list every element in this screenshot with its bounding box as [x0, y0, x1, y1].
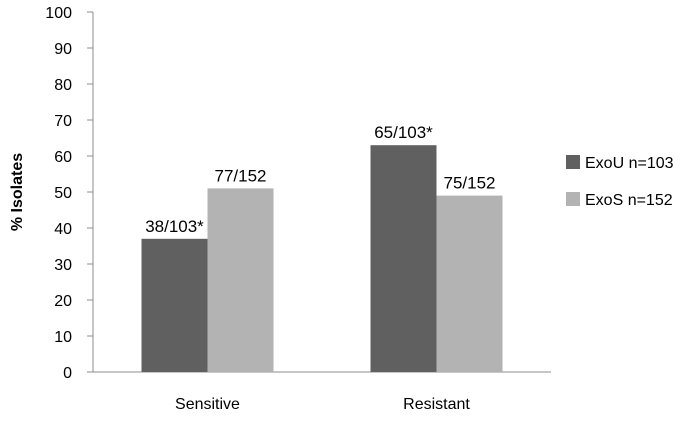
category-labels: Sensitive Resistant [175, 396, 470, 413]
legend-label: ExoU n=103 [585, 155, 674, 172]
legend-label: ExoS n=152 [585, 192, 673, 209]
y-axis-title: % Isolates [9, 153, 26, 231]
y-tick-label: 50 [54, 185, 72, 202]
legend-swatch [566, 155, 580, 169]
bar [370, 145, 437, 372]
y-tick-label: 20 [54, 293, 72, 310]
y-axis-ticks: 0 10 20 30 40 50 60 70 80 90 100 [45, 5, 93, 382]
y-tick-label: 80 [54, 77, 72, 94]
y-tick-label: 10 [54, 329, 72, 346]
y-tick-label: 90 [54, 41, 72, 58]
bar [141, 238, 208, 372]
y-tick-label: 40 [54, 221, 72, 238]
legend-swatch [566, 192, 580, 206]
bar-data-label: 65/103* [374, 123, 433, 142]
legend: ExoU n=103 ExoS n=152 [566, 155, 674, 209]
y-tick-label: 0 [63, 365, 72, 382]
x-category-label: Resistant [403, 396, 470, 413]
y-tick-label: 100 [45, 5, 72, 22]
bar-data-label: 77/152 [215, 166, 267, 185]
y-tick-label: 60 [54, 149, 72, 166]
bar [207, 188, 274, 372]
bars-group: 38/103* 77/152 65/103* 75/152 [141, 123, 503, 372]
y-tick-label: 70 [54, 113, 72, 130]
bar-data-label: 75/152 [444, 174, 496, 193]
y-tick-label: 30 [54, 257, 72, 274]
bar-data-label: 38/103* [145, 217, 204, 236]
x-category-label: Sensitive [175, 396, 240, 413]
bar [436, 195, 503, 372]
